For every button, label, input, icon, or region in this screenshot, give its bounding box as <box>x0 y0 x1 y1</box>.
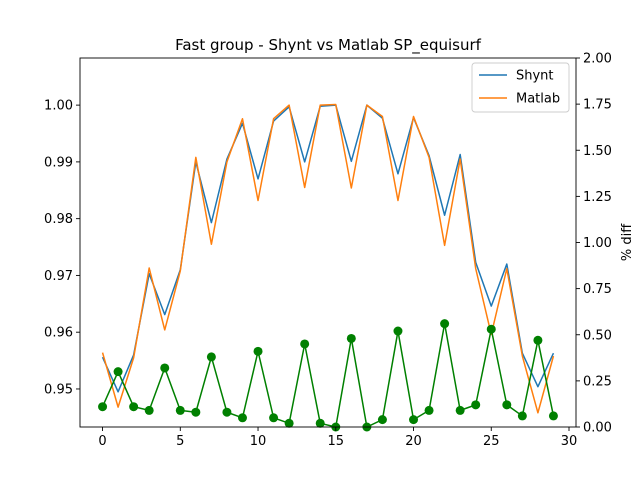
data-point-diff <box>409 415 419 425</box>
data-point-diff <box>315 418 325 428</box>
legend: Shynt Matlab <box>471 62 570 113</box>
plot-area <box>80 58 576 427</box>
data-point-diff <box>160 363 170 373</box>
data-point-diff <box>98 402 108 412</box>
data-point-diff <box>253 346 263 356</box>
legend-label-matlab: Matlab <box>516 92 560 107</box>
y-tick-label: 0.96 <box>44 326 73 341</box>
x-tick-label: 30 <box>561 434 578 449</box>
data-point-diff <box>284 418 294 428</box>
data-point-diff <box>144 405 154 415</box>
y-axis-left-ticks: 0.95 0.96 0.97 0.98 0.99 1.00 <box>44 99 80 397</box>
legend-label-shynt: Shynt <box>516 69 554 84</box>
y-tick-label: 0.98 <box>44 212 73 227</box>
data-point-diff <box>548 411 558 421</box>
x-tick-label: 10 <box>250 434 267 449</box>
x-tick-label: 15 <box>328 434 345 449</box>
x-tick-label: 5 <box>176 434 184 449</box>
data-point-diff <box>377 415 387 425</box>
data-point-diff <box>424 405 434 415</box>
chart-title: Fast group - Shynt vs Matlab SP_equisurf <box>175 36 482 55</box>
y-tick-label: 0.97 <box>44 269 73 284</box>
y2-tick-label: 1.50 <box>583 144 612 159</box>
x-tick-label: 0 <box>98 434 106 449</box>
data-point-diff <box>486 324 496 334</box>
y2-tick-label: 1.00 <box>583 236 612 251</box>
x-axis-ticks: 0 5 10 15 20 25 30 <box>98 427 577 449</box>
series-line-shynt <box>101 104 555 393</box>
y-axis-right-label: % diff <box>620 223 635 261</box>
y2-tick-label: 2.00 <box>583 52 612 67</box>
data-point-diff <box>502 400 512 410</box>
data-point-diff <box>237 413 247 423</box>
data-point-diff <box>222 407 232 417</box>
y-tick-label: 0.95 <box>44 382 73 397</box>
data-point-diff <box>300 339 310 349</box>
data-point-diff <box>191 407 201 417</box>
y2-tick-label: 1.75 <box>583 98 612 113</box>
y-tick-label: 1.00 <box>44 99 73 114</box>
data-point-diff <box>206 352 216 362</box>
data-point-diff <box>471 400 481 410</box>
series-line-diff <box>101 322 555 427</box>
y2-tick-label: 0.25 <box>583 374 612 389</box>
data-point-diff <box>393 326 403 336</box>
data-point-diff <box>175 405 185 415</box>
y-tick-label: 0.99 <box>44 155 73 170</box>
data-point-diff <box>440 319 450 329</box>
plot-frame <box>79 57 577 428</box>
data-point-diff <box>269 413 279 423</box>
data-point-diff <box>346 333 356 343</box>
x-tick-label: 25 <box>483 434 500 449</box>
data-point-diff <box>517 411 527 421</box>
y2-tick-label: 0.50 <box>583 328 612 343</box>
y2-tick-label: 0.75 <box>583 282 612 297</box>
data-point-diff <box>533 335 543 345</box>
data-point-diff <box>113 367 123 377</box>
y-axis-right-ticks: 0.00 0.25 0.50 0.75 1.00 1.25 1.50 1.75 2.00 <box>576 52 612 436</box>
series-line-matlab <box>101 103 555 414</box>
y2-tick-label: 1.25 <box>583 190 612 205</box>
x-tick-label: 20 <box>405 434 422 449</box>
y2-tick-label: 0.00 <box>583 421 612 436</box>
data-point-diff <box>455 405 465 415</box>
data-point-diff <box>129 402 139 412</box>
